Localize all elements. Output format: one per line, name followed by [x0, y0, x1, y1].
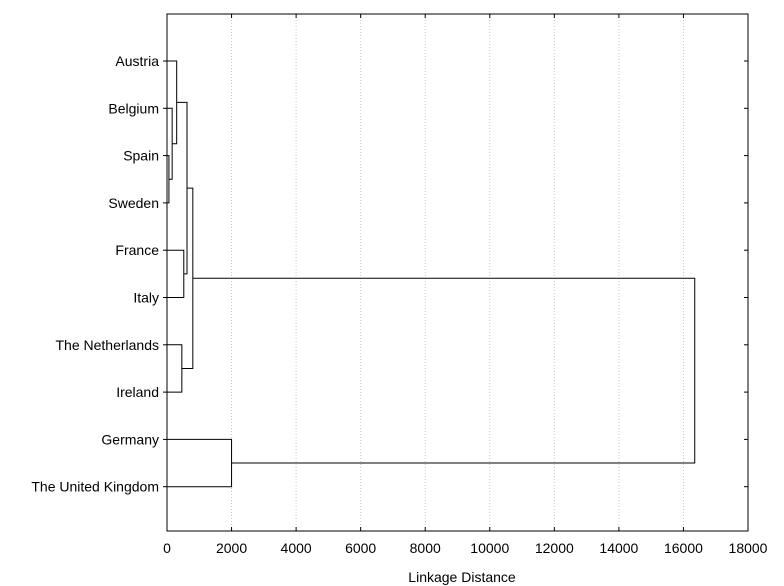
dendrogram-link	[176, 101, 188, 275]
x-tick-labels: 0 2000 4000 6000 8000 10000 12000 14000 16000 180…	[163, 540, 768, 556]
x-tick-label: 14000	[599, 540, 638, 556]
x-tick-label: 8000	[410, 540, 441, 556]
leaf-label: Sweden	[108, 195, 159, 211]
dendrogram-link	[192, 277, 696, 464]
x-tick-label: 10000	[470, 540, 509, 556]
leaf-labels: Austria Belgium Spain Sweden France Italy The …	[31, 53, 159, 495]
x-tick-label: 4000	[281, 540, 312, 556]
x-tick-label: 18000	[729, 540, 768, 556]
leaf-label: The United Kingdom	[31, 479, 159, 495]
axis-ticks	[163, 14, 749, 531]
leaf-label: Spain	[123, 148, 159, 164]
leaf-label: Austria	[115, 53, 159, 69]
x-tick-label: 0	[163, 540, 171, 556]
leaf-label: Germany	[101, 431, 159, 447]
dendrogram-link	[167, 107, 173, 180]
leaf-label: France	[115, 242, 159, 258]
dendrogram-link	[167, 249, 185, 298]
x-axis-label: Linkage Distance	[408, 569, 516, 585]
leaf-label: Italy	[133, 290, 159, 306]
x-tick-label: 16000	[664, 540, 703, 556]
x-tick-label: 2000	[216, 540, 247, 556]
grid-lines	[231, 14, 684, 531]
x-tick-label: 6000	[345, 540, 376, 556]
dendrogram-link	[167, 344, 183, 393]
dendrogram-link	[167, 438, 233, 488]
x-tick-label: 12000	[535, 540, 574, 556]
leaf-label: Belgium	[108, 100, 159, 116]
plot-frame	[166, 13, 749, 532]
leaf-label: Ireland	[116, 384, 159, 400]
leaf-label: The Netherlands	[55, 337, 159, 353]
dendrogram-links	[167, 60, 696, 488]
